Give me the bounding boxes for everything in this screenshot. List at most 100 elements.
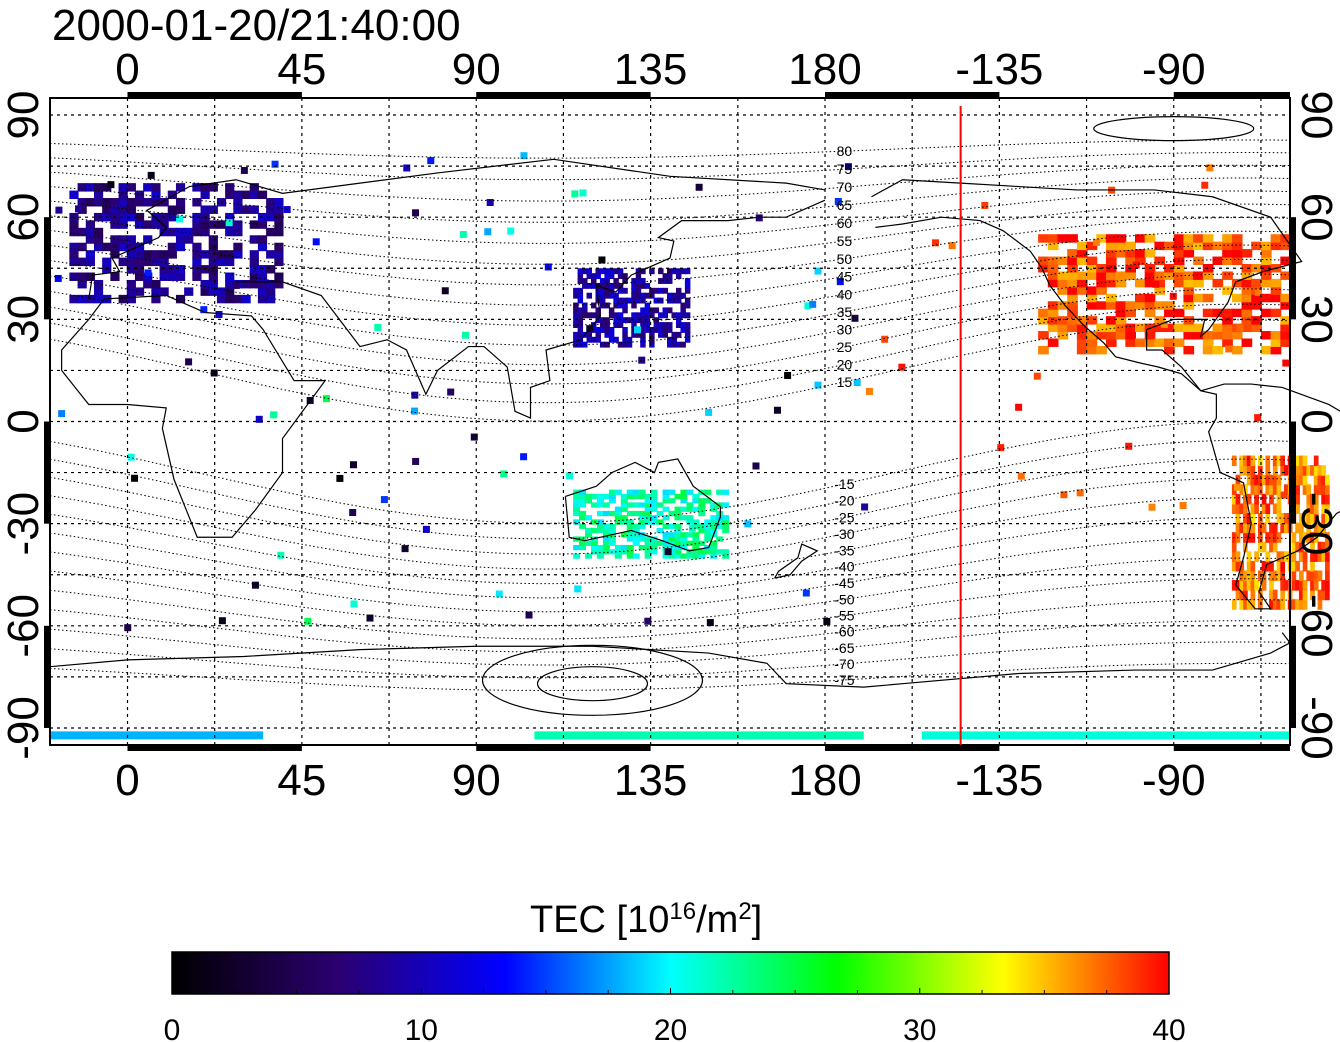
tec-cell [1261, 541, 1267, 553]
coastline [61, 294, 327, 538]
tec-cell [644, 502, 652, 508]
tec-cell [1164, 338, 1175, 347]
tec-cell [208, 287, 218, 296]
tec-cell [579, 523, 587, 529]
tec-cell [249, 265, 259, 274]
tec-cell [411, 407, 419, 415]
tec-cell [650, 519, 658, 525]
tec-cell [1096, 286, 1107, 295]
tec-cell [118, 220, 128, 229]
tec-cell [1125, 241, 1136, 251]
tec-cell [573, 287, 579, 294]
tec-cell [1086, 286, 1098, 295]
tec-cell [591, 493, 598, 500]
tec-cell [599, 282, 606, 289]
coastline [871, 179, 1340, 412]
tec-cell [336, 474, 344, 482]
tec-cell [159, 198, 169, 207]
tec-cell [1202, 308, 1214, 318]
tec-cell [1260, 278, 1272, 288]
tec-cell [604, 317, 610, 324]
tec-cell [582, 302, 588, 309]
tec-cell [69, 190, 79, 200]
tec-cell [671, 341, 677, 348]
tec-cell [1086, 345, 1098, 355]
tec-cell [635, 312, 642, 319]
tec-cell [175, 235, 186, 244]
tec-cell [814, 267, 822, 275]
tec-cell [1295, 599, 1300, 610]
tec-cell [1154, 286, 1166, 295]
tec-cell [1246, 465, 1252, 476]
tec-cell [622, 297, 628, 304]
tec-cell [1325, 541, 1330, 553]
tec-cell [1310, 493, 1315, 505]
tec-cell [658, 331, 664, 338]
tec-cell [635, 297, 642, 304]
tec-cell [667, 336, 673, 343]
tec-cell [233, 205, 243, 214]
tec-cell [626, 536, 634, 542]
tec-cell [1306, 522, 1312, 534]
tec-cell [107, 181, 115, 189]
tec-cell [159, 220, 169, 229]
mlat-label-35: 35 [837, 304, 853, 320]
tec-cell [881, 335, 889, 343]
tec-cell [710, 544, 718, 551]
tec-cell [644, 540, 652, 546]
tec-cell [1295, 474, 1300, 486]
tec-cell [692, 519, 700, 525]
tec-cell [1295, 484, 1300, 495]
tec-cell [1076, 316, 1088, 325]
tec-cell [1160, 320, 1168, 328]
tec-cell [1231, 560, 1237, 572]
mlat-label--55: -55 [834, 608, 854, 624]
tec-cell [1272, 503, 1278, 515]
tec-cell [1254, 503, 1259, 515]
tec-cell [1313, 484, 1319, 495]
tec-cell [126, 294, 136, 304]
tec-cell [200, 250, 210, 259]
tec-cell [200, 279, 210, 289]
tec-cell [167, 250, 177, 259]
tec-cell [599, 292, 606, 299]
tec-cell [208, 265, 218, 274]
tec-cell [853, 379, 861, 387]
tec-cell [1269, 474, 1274, 486]
tec-cell [573, 336, 579, 343]
tec-cell [266, 227, 276, 237]
tec-cell [649, 336, 655, 343]
tec-cell [573, 341, 579, 348]
tec-cell [585, 532, 593, 538]
tec-cell [1325, 560, 1330, 572]
tec-cell [614, 519, 622, 525]
tec-cell [462, 331, 470, 339]
colorbar-label-10: 10 [405, 1014, 438, 1042]
tec-cell [1276, 551, 1282, 562]
tec-cell [1302, 465, 1308, 476]
tec-cell [1115, 308, 1127, 318]
tec-cell [688, 524, 696, 532]
tec-cell [668, 498, 676, 504]
tec-cell [225, 227, 235, 237]
tec-cell [1231, 331, 1243, 340]
tec-cell [1325, 513, 1330, 524]
tec-cell [1076, 286, 1088, 295]
tec-cell [266, 279, 276, 289]
tec-cell [586, 282, 593, 289]
tec-cell [1235, 551, 1241, 562]
mlat-label--50: -50 [834, 591, 854, 607]
tec-cell [577, 317, 584, 324]
tec-cell [1325, 493, 1330, 505]
tec-cell [1105, 323, 1117, 333]
tec-cell [644, 617, 652, 625]
tec-cell [143, 220, 153, 229]
tec-cell [1057, 271, 1069, 280]
tec-cell [1257, 522, 1263, 534]
tec-cell [662, 536, 670, 542]
colorbar-label-20: 20 [654, 1014, 687, 1042]
tec-cell [582, 307, 588, 314]
axis-band-top [1173, 92, 1290, 98]
tec-cell [1239, 465, 1245, 476]
mlat-label--15: -15 [834, 476, 854, 492]
